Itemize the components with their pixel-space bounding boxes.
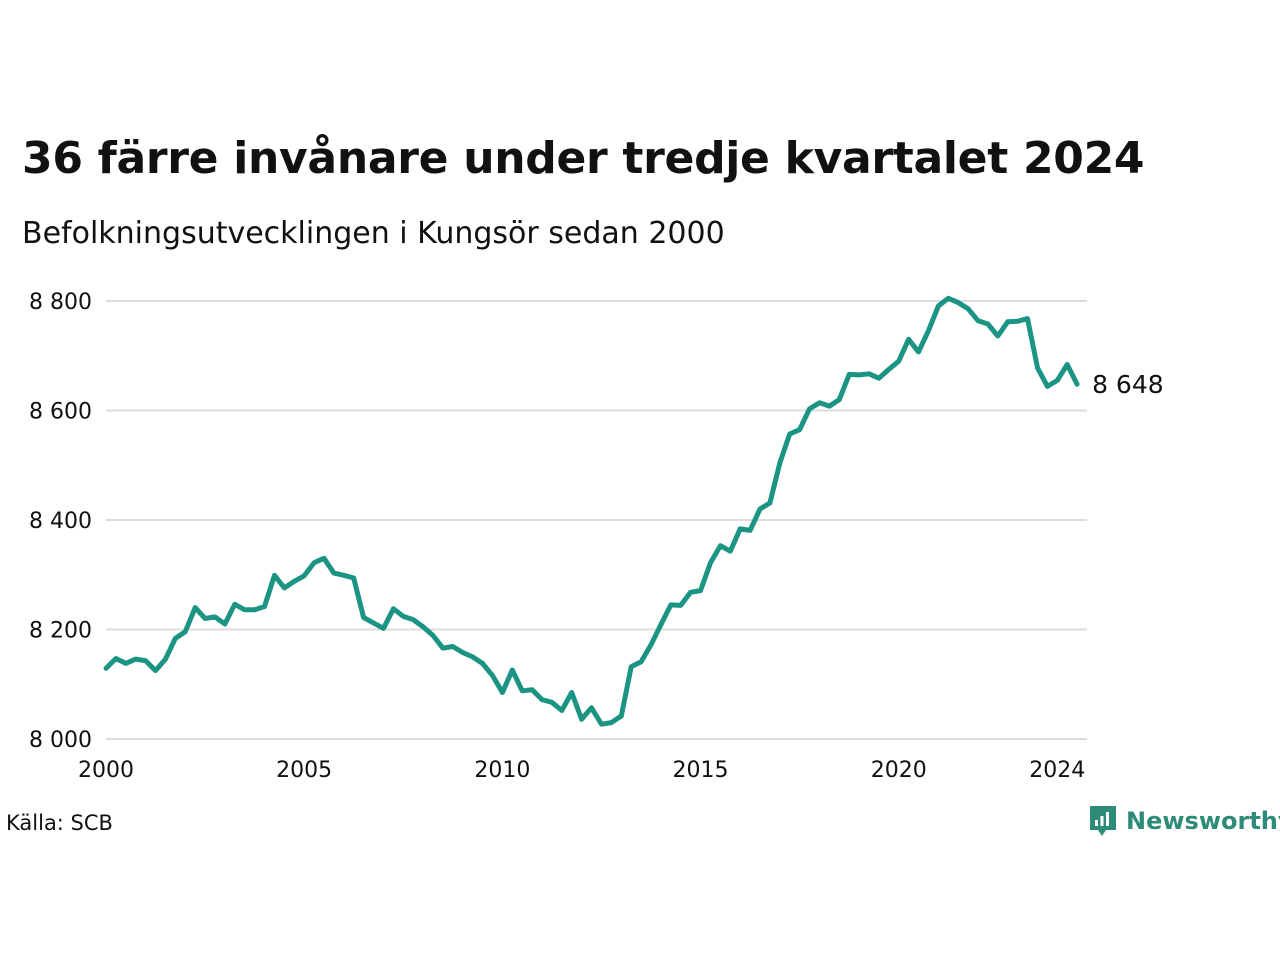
y-tick-label: 8 600 [29, 400, 92, 425]
last-value-label: 8 648 [1092, 370, 1164, 399]
y-tick-label: 8 400 [29, 509, 92, 534]
y-tick-label: 8 200 [29, 619, 92, 644]
x-axis-ticks: 2000 2005 2010 2015 2020 2024 [78, 758, 1085, 783]
chart-subtitle: Befolkningsutvecklingen i Kungsör sedan … [22, 216, 725, 251]
x-tick-label: 2020 [871, 758, 927, 783]
brand-name: Newsworthy [1126, 807, 1280, 835]
x-tick-label: 2005 [276, 758, 332, 783]
chart-title: 36 färre invånare under tredje kvartalet… [22, 133, 1145, 184]
population-series-line [103, 295, 1080, 727]
newsworthy-logo-icon [1090, 806, 1116, 836]
x-tick-label: 2024 [1029, 758, 1085, 783]
source-note: Källa: SCB [6, 811, 113, 835]
x-tick-label: 2010 [474, 758, 530, 783]
newsworthy-logo: Newsworthy [1088, 804, 1280, 838]
y-axis-ticks: 8 000 8 200 8 400 8 600 8 800 [29, 290, 92, 753]
x-tick-label: 2015 [673, 758, 729, 783]
y-tick-label: 8 000 [29, 728, 92, 753]
gridlines [106, 300, 1087, 740]
y-tick-label: 8 800 [29, 290, 92, 315]
x-tick-label: 2000 [78, 758, 134, 783]
